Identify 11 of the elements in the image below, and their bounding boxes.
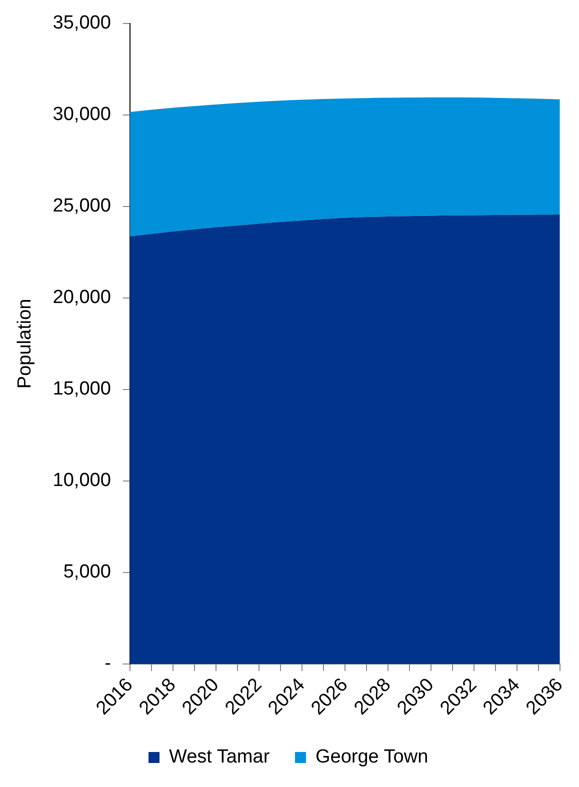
y-tick-label: 5,000 bbox=[63, 562, 111, 583]
y-tick-label: - bbox=[104, 653, 111, 674]
y-tick-label: 10,000 bbox=[52, 470, 111, 492]
y-tick-label: 25,000 bbox=[52, 196, 111, 217]
legend-label: West Tamar bbox=[168, 746, 270, 768]
y-tick-label: 20,000 bbox=[52, 287, 111, 308]
y-tick-label: 35,000 bbox=[52, 12, 111, 34]
legend-label: George Town bbox=[316, 746, 428, 768]
y-tick-label: 15,000 bbox=[52, 378, 111, 400]
y-axis-title: Population bbox=[14, 298, 36, 389]
y-tick-label: 30,000 bbox=[52, 104, 111, 126]
